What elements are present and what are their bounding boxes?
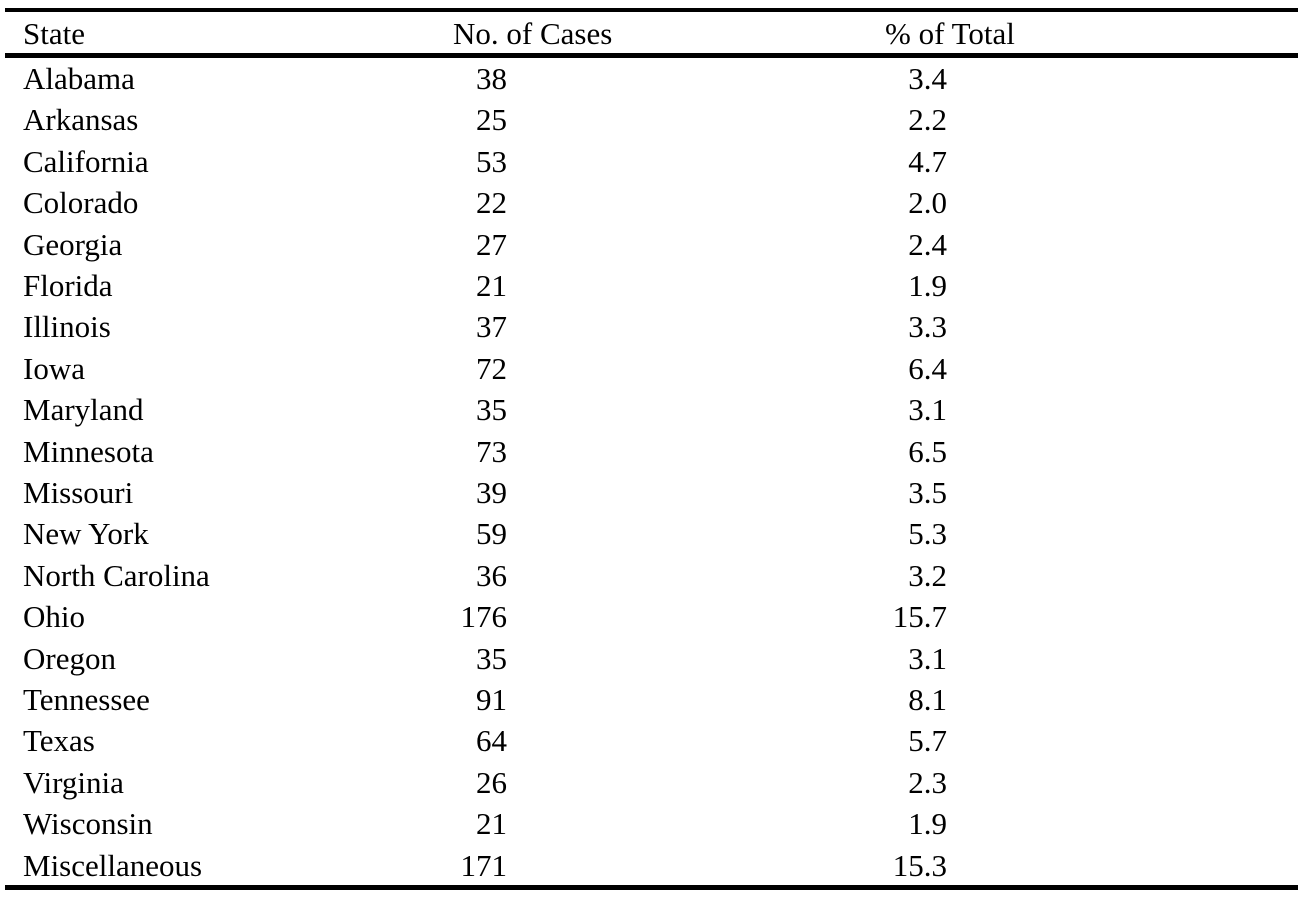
table-row: California 53 4.7 <box>0 141 1308 183</box>
percent-cell: 2.0 <box>908 185 947 221</box>
table-row: Iowa 72 6.4 <box>0 348 1308 390</box>
cases-cell: 59 <box>476 516 507 552</box>
state-cell: Tennessee <box>23 682 150 717</box>
cases-cell: 36 <box>476 557 507 593</box>
table-row: New York 59 5.3 <box>0 513 1308 555</box>
table-row: Maryland 35 3.1 <box>0 389 1308 431</box>
table-row: Georgia 27 2.4 <box>0 224 1308 266</box>
state-cell: New York <box>23 516 149 552</box>
percent-cell: 6.4 <box>908 350 947 386</box>
state-cell: Alabama <box>23 61 135 96</box>
state-cell: Colorado <box>23 185 139 221</box>
table-row: Alabama 38 3.4 <box>0 58 1308 100</box>
percent-cell: 2.2 <box>908 102 947 138</box>
state-cell: Georgia <box>23 226 123 262</box>
cases-cell: 64 <box>476 723 507 759</box>
table-row: Ohio 176 15.7 <box>0 596 1308 638</box>
state-cell: Arkansas <box>23 102 139 138</box>
table-row: Illinois 37 3.3 <box>0 306 1308 348</box>
table-row: Arkansas 25 2.2 <box>0 99 1308 141</box>
percent-cell: 6.5 <box>908 433 947 469</box>
cases-cell: 39 <box>476 475 507 510</box>
state-cell: North Carolina <box>23 557 210 593</box>
percent-cell: 3.3 <box>908 309 947 345</box>
cases-cell: 26 <box>476 764 507 800</box>
state-cell: Wisconsin <box>23 806 153 842</box>
cases-cell: 171 <box>460 847 508 883</box>
percent-cell: 3.1 <box>908 640 947 676</box>
cases-cell: 25 <box>476 102 507 138</box>
cases-cell: 176 <box>460 599 508 635</box>
table-row: North Carolina 36 3.2 <box>0 555 1308 597</box>
percent-cell: 1.9 <box>908 806 947 842</box>
percent-cell: 5.7 <box>908 723 947 759</box>
cases-cell: 53 <box>476 143 507 179</box>
table-row: Florida 21 1.9 <box>0 265 1308 307</box>
table-row: Miscellaneous 171 15.3 <box>0 845 1308 887</box>
percent-cell: 2.3 <box>908 764 947 800</box>
state-cell: Maryland <box>23 392 144 428</box>
cases-cell: 37 <box>476 309 507 345</box>
cases-cell: 35 <box>476 392 507 428</box>
state-cell: Florida <box>23 268 113 303</box>
cases-cell: 22 <box>476 185 507 221</box>
percent-cell: 15.7 <box>892 599 947 635</box>
percent-cell: 5.3 <box>908 516 947 552</box>
state-cell: Miscellaneous <box>23 847 203 883</box>
percent-cell: 8.1 <box>908 682 947 717</box>
table-row: Minnesota 73 6.5 <box>0 431 1308 473</box>
cases-cell: 38 <box>476 61 507 96</box>
state-cell: Texas <box>23 723 95 759</box>
percent-cell: 1.9 <box>908 268 947 303</box>
state-cell: Iowa <box>23 350 85 386</box>
cases-cell: 73 <box>476 433 507 469</box>
table-row: Oregon 35 3.1 <box>0 638 1308 680</box>
percent-cell: 3.2 <box>908 557 947 593</box>
percent-cell: 3.1 <box>908 392 947 428</box>
percent-cell: 4.7 <box>908 143 947 179</box>
state-cell: Virginia <box>23 764 124 800</box>
table-row: Tennessee 91 8.1 <box>0 679 1308 721</box>
percent-cell: 15.3 <box>892 847 947 883</box>
table-row: Virginia 26 2.3 <box>0 762 1308 804</box>
state-cell: Illinois <box>23 309 111 345</box>
state-cell: Minnesota <box>23 433 154 469</box>
cases-cell: 27 <box>476 226 507 262</box>
table-row: Colorado 22 2.0 <box>0 182 1308 224</box>
header-cases: No. of Cases <box>453 16 613 51</box>
cases-cell: 91 <box>476 682 507 717</box>
header-rule <box>5 53 1298 58</box>
bottom-rule <box>5 885 1298 890</box>
top-rule <box>5 8 1298 12</box>
percent-cell: 3.5 <box>908 475 947 510</box>
cases-cell: 21 <box>476 806 507 842</box>
header-row: State No. of Cases % of Total <box>0 13 1308 54</box>
table-row: Missouri 39 3.5 <box>0 472 1308 514</box>
state-cell: Oregon <box>23 640 116 676</box>
table-row: Texas 64 5.7 <box>0 720 1308 762</box>
percent-cell: 3.4 <box>908 61 947 96</box>
header-percent: % of Total <box>885 16 1015 51</box>
cases-cell: 21 <box>476 268 507 303</box>
state-cell: Missouri <box>23 475 134 510</box>
cases-cell: 35 <box>476 640 507 676</box>
cases-cell: 72 <box>476 350 507 386</box>
percent-cell: 2.4 <box>908 226 947 262</box>
table-row: Wisconsin 21 1.9 <box>0 803 1308 845</box>
header-state: State <box>23 16 85 51</box>
state-cell: Ohio <box>23 599 85 635</box>
state-cell: California <box>23 143 149 179</box>
